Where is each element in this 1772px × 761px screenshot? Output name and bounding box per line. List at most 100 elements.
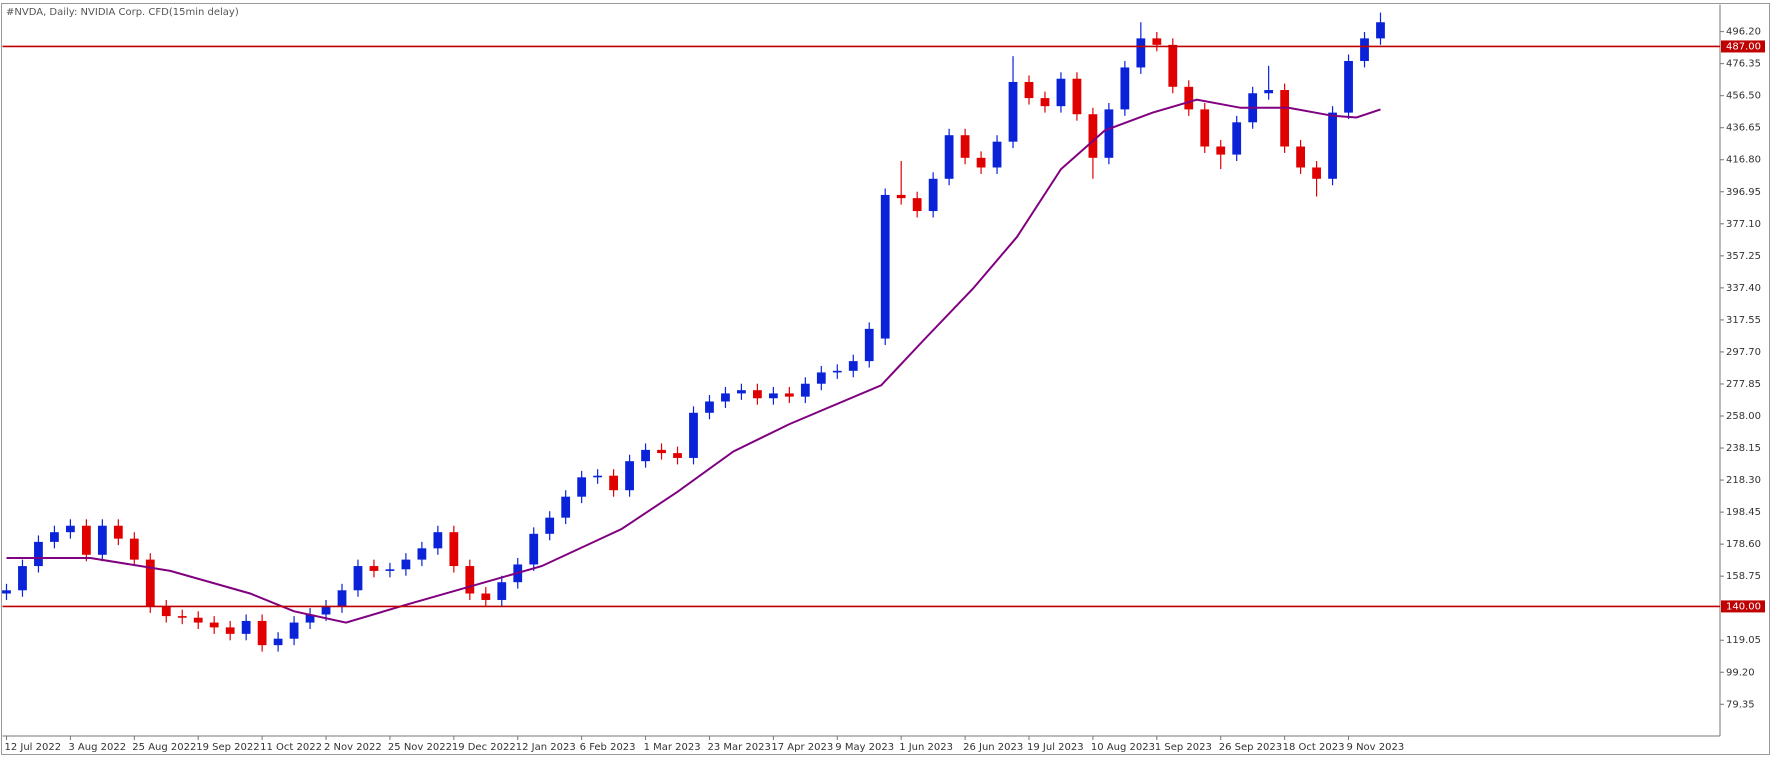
candle-body <box>1360 38 1369 61</box>
x-tick-label: 26 Sep 2023 <box>1219 742 1282 753</box>
candle-body <box>1040 98 1050 107</box>
candle-body <box>1200 109 1210 147</box>
candle-body <box>896 194 906 199</box>
x-tick-label: 1 Jun 2023 <box>899 742 953 753</box>
candle-body <box>34 541 43 567</box>
candle-body <box>529 533 539 565</box>
candle-body <box>721 393 730 402</box>
y-tick-label: 258.00 <box>1726 411 1761 422</box>
y-tick-label: 218.30 <box>1726 475 1761 486</box>
candle-body <box>417 548 427 560</box>
candle-body <box>113 525 123 539</box>
candle-body <box>832 370 842 373</box>
candle-body <box>561 496 571 518</box>
candle-body <box>1280 90 1290 147</box>
level-label-bg <box>1721 600 1765 613</box>
candle-body <box>657 449 666 454</box>
candle-body <box>1312 167 1321 179</box>
candle-body <box>1184 86 1194 110</box>
candle-body <box>129 538 139 560</box>
candle-body <box>1072 78 1082 115</box>
candle-body <box>18 566 27 591</box>
candle-body <box>768 393 778 399</box>
candle-body <box>1216 146 1226 155</box>
y-tick-label: 416.80 <box>1726 155 1761 166</box>
candle-body <box>1344 60 1353 113</box>
candle-body <box>177 616 187 618</box>
candle-body <box>960 135 970 158</box>
x-tick-label: 25 Aug 2022 <box>132 742 196 753</box>
candle-body <box>257 620 267 646</box>
x-tick-label: 19 Jul 2023 <box>1027 742 1084 753</box>
chart-frame <box>1 3 1770 755</box>
y-tick-label: 317.55 <box>1726 315 1761 326</box>
candle-body <box>944 135 954 179</box>
candle-body <box>816 372 826 384</box>
candle-body <box>609 475 619 491</box>
y-tick-label: 297.70 <box>1726 347 1761 358</box>
candle-body <box>737 390 746 394</box>
x-tick-label: 19 Dec 2022 <box>452 742 516 753</box>
x-tick-label: 9 Nov 2023 <box>1347 742 1405 753</box>
x-tick-label: 12 Jul 2022 <box>4 742 61 753</box>
y-tick-label: 496.20 <box>1726 27 1761 38</box>
y-tick-label: 396.95 <box>1726 187 1761 198</box>
candle-body <box>225 627 235 634</box>
candle-body <box>241 620 251 634</box>
candle-body <box>673 453 682 458</box>
candle-body <box>1120 67 1130 110</box>
y-tick-label: 119.05 <box>1726 635 1761 646</box>
x-tick-label: 25 Nov 2022 <box>388 742 452 753</box>
candle-body <box>1264 90 1274 94</box>
y-tick-label: 79.35 <box>1726 699 1755 710</box>
x-tick-label: 17 Apr 2023 <box>771 742 833 753</box>
candle-body <box>784 393 794 397</box>
candle-body <box>1232 122 1242 155</box>
candle-body <box>689 412 698 458</box>
candle-body <box>705 401 714 413</box>
candle-body <box>81 525 91 555</box>
candle-body <box>1136 38 1146 68</box>
candle-body <box>1024 81 1034 99</box>
candle-body <box>593 475 603 478</box>
y-tick-label: 277.85 <box>1726 379 1761 390</box>
moving-average <box>6 98 1381 624</box>
candle-body <box>1168 44 1178 87</box>
level-label-bg <box>1721 40 1765 53</box>
candle-body <box>449 532 459 567</box>
y-tick-label: 357.25 <box>1726 251 1761 262</box>
x-tick-label: 1 Sep 2023 <box>1155 742 1212 753</box>
candle-body <box>209 622 219 628</box>
candle-body <box>625 461 634 491</box>
candle-body <box>1296 146 1306 168</box>
candle-body <box>1328 112 1337 179</box>
candle-body <box>577 477 587 497</box>
candle-body <box>401 559 411 570</box>
x-tick-label: 26 Jun 2023 <box>963 742 1023 753</box>
candle-body <box>800 383 810 397</box>
candle-body <box>321 606 331 615</box>
y-tick-label: 178.60 <box>1726 539 1761 550</box>
candle-body <box>545 517 555 534</box>
y-tick-label: 436.65 <box>1726 123 1761 134</box>
candle-body <box>66 525 75 533</box>
x-tick-label: 10 Aug 2023 <box>1091 742 1155 753</box>
x-tick-label: 6 Feb 2023 <box>580 742 636 753</box>
x-tick-label: 9 May 2023 <box>835 742 894 753</box>
chart-title: #NVDA, Daily: NVIDIA Corp. CFD(15min del… <box>6 7 239 18</box>
level-label: 140.00 <box>1726 601 1761 612</box>
x-tick-label: 23 Mar 2023 <box>707 742 770 753</box>
candle-body <box>1008 81 1018 142</box>
candle-body <box>912 198 922 212</box>
y-tick-label: 99.20 <box>1726 667 1755 678</box>
y-tick-label: 377.10 <box>1726 219 1761 230</box>
x-tick-label: 19 Sep 2022 <box>196 742 259 753</box>
candle-body <box>1152 38 1162 45</box>
candle-body <box>369 566 379 571</box>
x-tick-label: 3 Aug 2022 <box>68 742 126 753</box>
candle-body <box>976 157 986 168</box>
x-tick-label: 18 Oct 2023 <box>1283 742 1345 753</box>
candle-body <box>145 559 155 607</box>
candle-body <box>864 328 874 362</box>
